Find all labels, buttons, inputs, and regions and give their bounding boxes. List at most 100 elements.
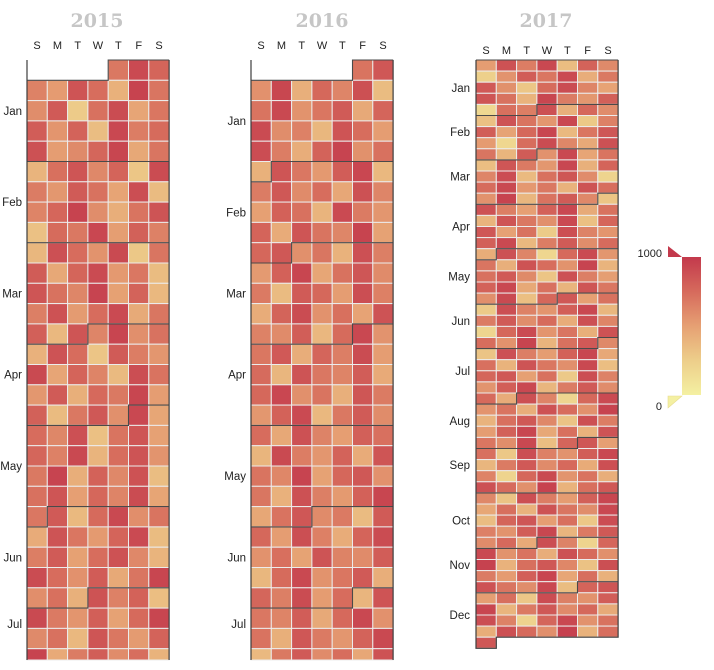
day-cell[interactable] bbox=[26, 546, 48, 569]
day-cell[interactable] bbox=[495, 214, 518, 227]
day-cell[interactable] bbox=[26, 181, 48, 203]
day-cell[interactable] bbox=[516, 270, 538, 283]
day-cell[interactable] bbox=[577, 559, 599, 572]
day-cell[interactable] bbox=[577, 403, 599, 416]
day-cell[interactable] bbox=[597, 581, 619, 594]
day-cell[interactable] bbox=[128, 526, 150, 548]
day-cell[interactable] bbox=[352, 242, 374, 264]
day-cell[interactable] bbox=[577, 425, 599, 438]
day-cell[interactable] bbox=[475, 314, 497, 327]
day-cell[interactable] bbox=[597, 436, 619, 449]
day-cell[interactable] bbox=[67, 567, 89, 589]
day-cell[interactable] bbox=[475, 281, 497, 294]
day-cell[interactable] bbox=[597, 214, 619, 227]
day-cell[interactable] bbox=[597, 203, 619, 216]
day-cell[interactable] bbox=[556, 525, 579, 538]
day-cell[interactable] bbox=[536, 59, 558, 72]
day-cell[interactable] bbox=[597, 325, 619, 338]
day-cell[interactable] bbox=[270, 607, 293, 629]
day-cell[interactable] bbox=[291, 323, 313, 345]
day-cell[interactable] bbox=[46, 485, 69, 508]
day-cell[interactable] bbox=[495, 203, 518, 216]
day-cell[interactable] bbox=[475, 259, 497, 272]
day-cell[interactable] bbox=[475, 337, 497, 350]
day-cell[interactable] bbox=[495, 581, 518, 594]
day-cell[interactable] bbox=[577, 514, 599, 527]
day-cell[interactable] bbox=[372, 546, 394, 569]
day-cell[interactable] bbox=[597, 547, 619, 561]
day-cell[interactable] bbox=[352, 303, 374, 325]
day-cell[interactable] bbox=[352, 567, 374, 589]
day-cell[interactable] bbox=[556, 214, 579, 227]
day-cell[interactable] bbox=[556, 181, 579, 194]
day-cell[interactable] bbox=[46, 587, 69, 609]
day-cell[interactable] bbox=[107, 242, 129, 264]
day-cell[interactable] bbox=[67, 282, 89, 305]
day-cell[interactable] bbox=[67, 485, 89, 508]
day-cell[interactable] bbox=[291, 303, 313, 325]
day-cell[interactable] bbox=[536, 292, 558, 305]
day-cell[interactable] bbox=[516, 226, 538, 239]
day-cell[interactable] bbox=[270, 181, 293, 203]
day-cell[interactable] bbox=[495, 525, 518, 538]
day-cell[interactable] bbox=[577, 115, 599, 128]
day-cell[interactable] bbox=[87, 506, 109, 528]
day-cell[interactable] bbox=[577, 503, 599, 516]
day-cell[interactable] bbox=[556, 392, 579, 405]
day-cell[interactable] bbox=[67, 140, 89, 162]
day-cell[interactable] bbox=[577, 603, 599, 616]
day-cell[interactable] bbox=[536, 237, 558, 250]
day-cell[interactable] bbox=[475, 270, 497, 283]
day-cell[interactable] bbox=[536, 170, 558, 183]
day-cell[interactable] bbox=[128, 485, 150, 508]
day-cell[interactable] bbox=[311, 607, 333, 629]
day-cell[interactable] bbox=[250, 567, 272, 589]
day-cell[interactable] bbox=[67, 607, 89, 629]
day-cell[interactable] bbox=[577, 392, 599, 405]
day-cell[interactable] bbox=[516, 325, 538, 338]
day-cell[interactable] bbox=[250, 627, 272, 650]
day-cell[interactable] bbox=[26, 485, 48, 508]
day-cell[interactable] bbox=[577, 303, 599, 316]
day-cell[interactable] bbox=[128, 587, 150, 609]
day-cell[interactable] bbox=[148, 404, 170, 426]
day-cell[interactable] bbox=[46, 384, 69, 406]
day-cell[interactable] bbox=[516, 492, 538, 505]
day-cell[interactable] bbox=[87, 587, 109, 609]
day-cell[interactable] bbox=[250, 343, 272, 366]
day-cell[interactable] bbox=[128, 445, 150, 467]
day-cell[interactable] bbox=[291, 445, 313, 467]
day-cell[interactable] bbox=[87, 648, 109, 661]
day-cell[interactable] bbox=[475, 292, 497, 305]
day-cell[interactable] bbox=[352, 445, 374, 467]
day-cell[interactable] bbox=[495, 414, 518, 427]
day-cell[interactable] bbox=[250, 648, 272, 661]
day-cell[interactable] bbox=[495, 403, 518, 416]
day-cell[interactable] bbox=[495, 314, 518, 327]
day-cell[interactable] bbox=[352, 282, 374, 305]
day-cell[interactable] bbox=[67, 120, 89, 142]
day-cell[interactable] bbox=[495, 370, 518, 383]
day-cell[interactable] bbox=[597, 448, 619, 461]
day-cell[interactable] bbox=[250, 242, 272, 264]
day-cell[interactable] bbox=[128, 546, 150, 569]
day-cell[interactable] bbox=[495, 536, 518, 549]
day-cell[interactable] bbox=[516, 181, 538, 194]
day-cell[interactable] bbox=[495, 303, 518, 316]
day-cell[interactable] bbox=[495, 192, 518, 205]
day-cell[interactable] bbox=[495, 459, 518, 472]
day-cell[interactable] bbox=[270, 262, 293, 284]
day-cell[interactable] bbox=[495, 592, 518, 605]
day-cell[interactable] bbox=[372, 445, 394, 467]
day-cell[interactable] bbox=[516, 237, 538, 250]
visual-map[interactable]: 1000 0 bbox=[638, 246, 701, 413]
day-cell[interactable] bbox=[107, 262, 129, 284]
day-cell[interactable] bbox=[107, 587, 129, 609]
day-cell[interactable] bbox=[148, 100, 170, 122]
day-cell[interactable] bbox=[475, 126, 497, 139]
day-cell[interactable] bbox=[516, 214, 538, 227]
day-cell[interactable] bbox=[495, 115, 518, 128]
day-cell[interactable] bbox=[556, 581, 579, 594]
day-cell[interactable] bbox=[311, 242, 333, 264]
day-cell[interactable] bbox=[597, 492, 619, 505]
